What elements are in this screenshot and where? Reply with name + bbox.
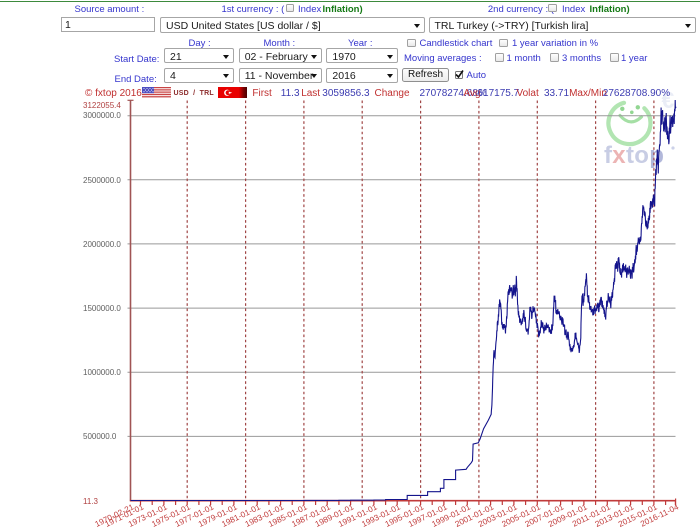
svg-text:fxtop: fxtop	[604, 142, 664, 169]
